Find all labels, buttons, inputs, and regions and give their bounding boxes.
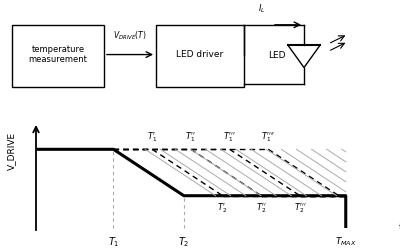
Text: $T_2''$: $T_2''$ <box>256 202 267 215</box>
Text: $T_1'''$: $T_1'''$ <box>223 131 236 144</box>
Text: temperature
measurement: temperature measurement <box>28 45 88 64</box>
Text: $I_L$: $I_L$ <box>258 2 266 15</box>
Text: LED driver: LED driver <box>176 50 224 59</box>
Text: $T_1'$: $T_1'$ <box>147 131 157 144</box>
Text: $T_2$: $T_2$ <box>178 235 190 248</box>
Text: $T_2'''$: $T_2'''$ <box>294 202 306 215</box>
Text: $T_1''$: $T_1''$ <box>186 131 196 144</box>
Text: LED: LED <box>268 51 286 60</box>
FancyBboxPatch shape <box>12 25 104 87</box>
Text: $T_2'$: $T_2'$ <box>218 202 228 215</box>
Text: $T_1$: $T_1$ <box>108 235 119 248</box>
Text: $T_1''''$: $T_1''''$ <box>261 131 275 144</box>
Text: $V_{DRIVE}(T)$: $V_{DRIVE}(T)$ <box>113 30 147 42</box>
Text: temperature T: temperature T <box>398 223 400 232</box>
FancyBboxPatch shape <box>156 25 244 87</box>
Text: $T_{MAX}$: $T_{MAX}$ <box>335 235 357 248</box>
Text: V_DRIVE: V_DRIVE <box>7 132 16 170</box>
